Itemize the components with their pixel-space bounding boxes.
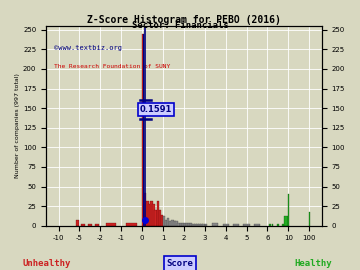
Bar — [233, 224, 239, 226]
Bar — [196, 224, 199, 226]
Bar — [269, 224, 271, 226]
Bar — [150, 201, 153, 226]
Text: Unhealthy: Unhealthy — [23, 259, 71, 268]
Bar — [159, 210, 161, 226]
Bar — [202, 224, 205, 226]
Bar — [254, 224, 260, 226]
Bar — [146, 201, 149, 226]
Bar — [190, 224, 193, 226]
Bar — [175, 221, 178, 226]
Bar — [184, 223, 186, 226]
Title: Z-Score Histogram for PEBO (2016): Z-Score Histogram for PEBO (2016) — [87, 15, 281, 25]
Bar — [181, 223, 184, 226]
Bar — [192, 224, 194, 226]
Bar — [152, 204, 155, 226]
Text: 0.1591: 0.1591 — [140, 105, 172, 114]
Bar — [76, 220, 79, 226]
Bar — [154, 210, 157, 226]
Bar — [142, 34, 144, 226]
Bar — [201, 224, 203, 226]
Bar — [284, 216, 288, 226]
Bar — [95, 224, 99, 226]
Bar — [198, 224, 201, 226]
Bar — [177, 223, 180, 226]
Bar — [148, 204, 151, 226]
Bar — [212, 224, 219, 226]
Bar — [222, 224, 229, 226]
Bar — [167, 218, 170, 226]
Text: Sector: Financials: Sector: Financials — [132, 21, 228, 30]
Bar — [180, 223, 182, 226]
Bar — [272, 224, 274, 226]
Bar — [143, 34, 144, 226]
Bar — [163, 216, 165, 226]
Bar — [188, 224, 190, 226]
Bar — [186, 224, 188, 226]
Bar — [204, 224, 207, 226]
Bar — [105, 224, 116, 226]
Bar — [161, 215, 163, 226]
Bar — [277, 224, 279, 226]
Text: Score: Score — [167, 259, 193, 268]
Bar — [81, 224, 85, 226]
Text: ©www.textbiz.org: ©www.textbiz.org — [54, 45, 122, 51]
Bar — [282, 224, 284, 226]
Bar — [169, 221, 172, 226]
Bar — [157, 201, 159, 226]
Bar — [165, 220, 167, 226]
Bar — [288, 194, 289, 226]
Bar — [173, 221, 176, 226]
Text: The Research Foundation of SUNY: The Research Foundation of SUNY — [54, 64, 171, 69]
Bar — [243, 224, 250, 226]
Bar — [88, 224, 91, 226]
Bar — [194, 224, 197, 226]
Text: Healthy: Healthy — [294, 259, 332, 268]
Bar — [144, 193, 147, 226]
Bar — [171, 220, 174, 226]
Bar — [309, 212, 310, 226]
Y-axis label: Number of companies (997 total): Number of companies (997 total) — [15, 73, 20, 178]
Bar — [126, 223, 137, 226]
